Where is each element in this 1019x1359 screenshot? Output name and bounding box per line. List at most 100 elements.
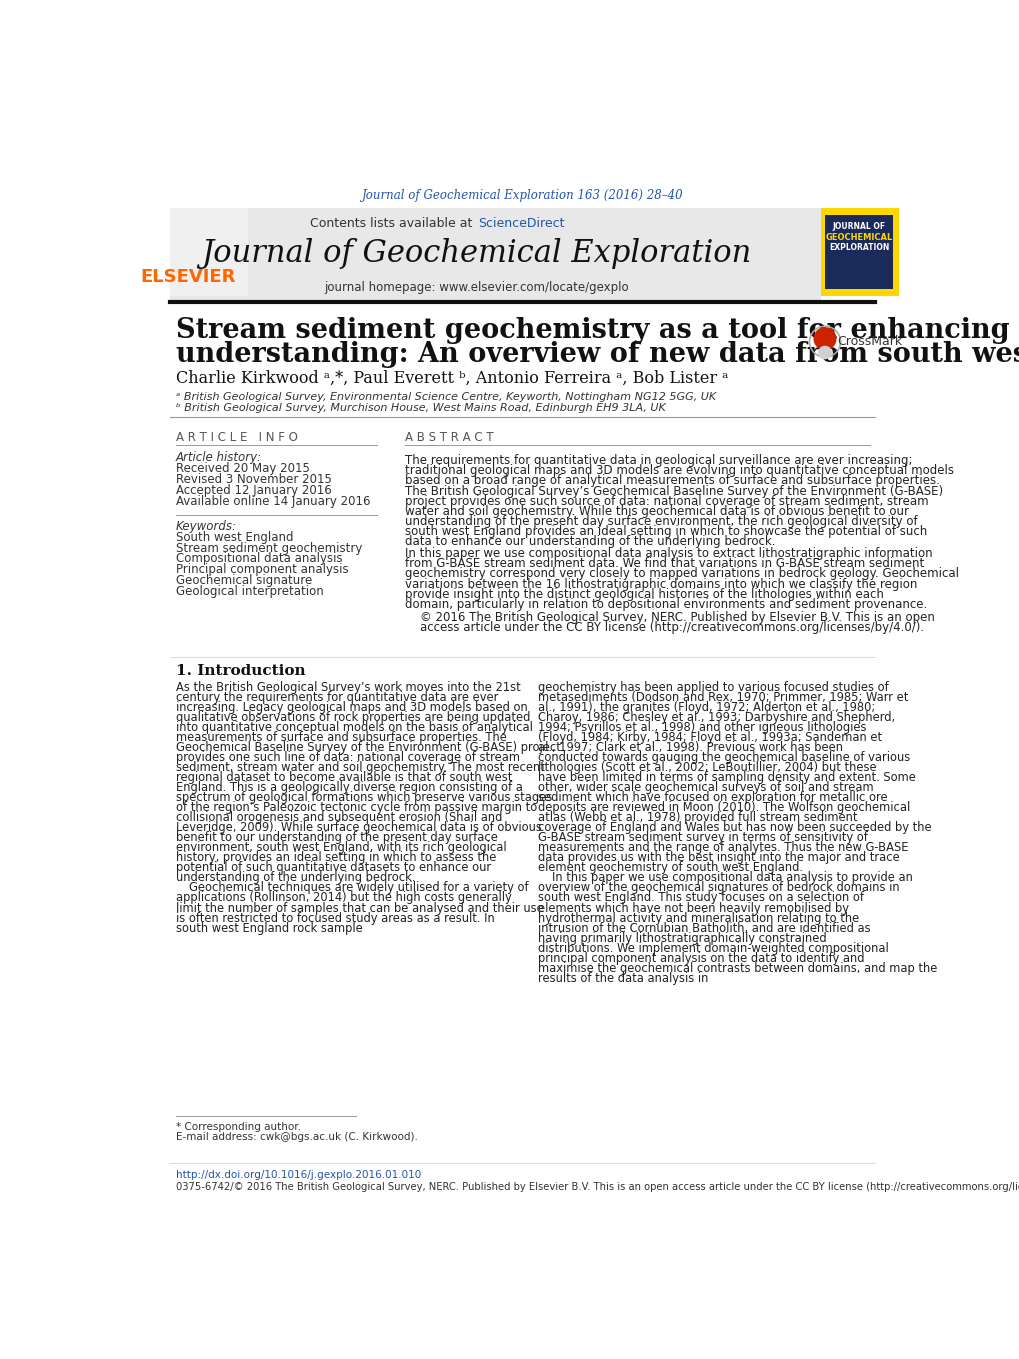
Text: project provides one such source of data: national coverage of stream sediment, : project provides one such source of data… [405,495,927,508]
Text: Revised 3 November 2015: Revised 3 November 2015 [175,473,331,487]
Text: variations between the 16 lithostratigraphic domains into which we classify the : variations between the 16 lithostratigra… [405,578,916,591]
Text: Geochemical Baseline Survey of the Environment (G-BASE) project: Geochemical Baseline Survey of the Envir… [175,741,559,754]
Text: G-BASE stream sediment survey in terms of sensitivity of: G-BASE stream sediment survey in terms o… [538,830,867,844]
Text: Compositional data analysis: Compositional data analysis [175,552,341,565]
Text: measurements and the range of analytes. Thus the new G-BASE: measurements and the range of analytes. … [538,841,908,853]
Text: overview of the geochemical signatures of bedrock domains in: overview of the geochemical signatures o… [538,882,899,894]
Text: Stream sediment geochemistry: Stream sediment geochemistry [175,542,362,554]
Text: A R T I C L E   I N F O: A R T I C L E I N F O [175,431,298,443]
Text: understanding of the present day surface environment, the rich geological divers: understanding of the present day surface… [405,515,917,529]
Text: ELSEVIER: ELSEVIER [141,268,235,285]
Text: Geological interpretation: Geological interpretation [175,584,323,598]
Text: Charoy, 1986; Chesley et al., 1993; Darbyshire and Shepherd,: Charoy, 1986; Chesley et al., 1993; Darb… [538,711,895,723]
Text: qualitative observations of rock properties are being updated: qualitative observations of rock propert… [175,711,530,723]
Text: limit the number of samples that can be analysed and their use: limit the number of samples that can be … [175,901,543,915]
Text: south west England provides an ideal setting in which to showcase the potential : south west England provides an ideal set… [405,526,926,538]
Text: Leveridge, 2009). While surface geochemical data is of obvious: Leveridge, 2009). While surface geochemi… [175,821,541,833]
Text: Journal of Geochemical Exploration: Journal of Geochemical Exploration [201,238,751,269]
Text: regional dataset to become available is that of south west: regional dataset to become available is … [175,771,512,784]
Text: sediment which have focused on exploration for metallic ore: sediment which have focused on explorati… [538,791,887,803]
Text: Keywords:: Keywords: [175,520,236,533]
Text: Contents lists available at: Contents lists available at [310,216,476,230]
Text: south west England. This study focuses on a selection of: south west England. This study focuses o… [538,892,863,905]
Text: GEOCHEMICAL: GEOCHEMICAL [824,232,892,242]
Text: element geochemistry of south west England.: element geochemistry of south west Engla… [538,860,803,874]
Text: into quantitative conceptual models on the basis of analytical: into quantitative conceptual models on t… [175,720,532,734]
Text: journal homepage: www.elsevier.com/locate/gexplo: journal homepage: www.elsevier.com/locat… [324,281,628,295]
Text: understanding of the underlying bedrock.: understanding of the underlying bedrock. [175,871,415,883]
Text: environment, south west England, with its rich geological: environment, south west England, with it… [175,841,505,853]
Text: Journal of Geochemical Exploration 163 (2016) 28–40: Journal of Geochemical Exploration 163 (… [362,189,683,202]
Text: The British Geological Survey’s Geochemical Baseline Survey of the Environment (: The British Geological Survey’s Geochemi… [405,485,943,497]
Text: data to enhance our understanding of the underlying bedrock.: data to enhance our understanding of the… [405,535,774,549]
Text: coverage of England and Wales but has now been succeeded by the: coverage of England and Wales but has no… [538,821,931,833]
Text: JOURNAL OF: JOURNAL OF [832,222,884,231]
Text: distributions. We implement domain-weighted compositional: distributions. We implement domain-weigh… [538,942,889,954]
Circle shape [818,347,830,359]
Text: applications (Rollinson, 2014) but the high costs generally: applications (Rollinson, 2014) but the h… [175,892,511,905]
Text: is often restricted to focused study areas as a result. In: is often restricted to focused study are… [175,912,494,924]
Text: Charlie Kirkwood ᵃ,*, Paul Everett ᵇ, Antonio Ferreira ᵃ, Bob Lister ᵃ: Charlie Kirkwood ᵃ,*, Paul Everett ᵇ, An… [175,370,728,387]
Text: conducted towards gauging the geochemical baseline of various: conducted towards gauging the geochemica… [538,750,910,764]
Text: have been limited in terms of sampling density and extent. Some: have been limited in terms of sampling d… [538,771,915,784]
Text: collisional orogenesis and subsequent erosion (Shail and: collisional orogenesis and subsequent er… [175,811,501,824]
Text: intrusion of the Cornubian Batholith, and are identified as: intrusion of the Cornubian Batholith, an… [538,921,870,935]
Text: Accepted 12 January 2016: Accepted 12 January 2016 [175,484,331,497]
Text: water and soil geochemistry. While this geochemical data is of obvious benefit t: water and soil geochemistry. While this … [405,506,908,518]
Text: (Floyd, 1984; Kirby, 1984; Floyd et al., 1993a; Sandeman et: (Floyd, 1984; Kirby, 1984; Floyd et al.,… [538,731,881,743]
Bar [824,216,893,288]
Text: provides one such line of data: national coverage of stream: provides one such line of data: national… [175,750,519,764]
Text: 0375-6742/© 2016 The British Geological Survey, NERC. Published by Elsevier B.V.: 0375-6742/© 2016 The British Geological … [175,1182,1019,1192]
Text: atlas (Webb et al., 1978) provided full stream sediment: atlas (Webb et al., 1978) provided full … [538,811,857,824]
Text: from G-BASE stream sediment data. We find that variations in G-BASE stream sedim: from G-BASE stream sediment data. We fin… [405,557,923,571]
Text: access article under the CC BY license (http://creativecommons.org/licenses/by/4: access article under the CC BY license (… [420,621,923,635]
Text: domain, particularly in relation to depositional environments and sediment prove: domain, particularly in relation to depo… [405,598,926,612]
Text: © 2016 The British Geological Survey, NERC. Published by Elsevier B.V. This is a: © 2016 The British Geological Survey, NE… [420,612,934,624]
Text: Stream sediment geochemistry as a tool for enhancing geological: Stream sediment geochemistry as a tool f… [175,318,1019,344]
Text: http://dx.doi.org/10.1016/j.gexplo.2016.01.010: http://dx.doi.org/10.1016/j.gexplo.2016.… [175,1170,421,1180]
Text: measurements of surface and subsurface properties. The: measurements of surface and subsurface p… [175,731,505,743]
Text: results of the data analysis in: results of the data analysis in [538,972,708,984]
Text: As the British Geological Survey’s work moves into the 21st: As the British Geological Survey’s work … [175,681,520,693]
Text: Geochemical techniques are widely utilised for a variety of: Geochemical techniques are widely utilis… [190,882,529,894]
Text: al., 1991), the granites (Floyd, 1972; Alderton et al., 1980;: al., 1991), the granites (Floyd, 1972; A… [538,700,874,713]
Text: south west England rock sample: south west England rock sample [175,921,362,935]
Text: of the region’s Paleozoic tectonic cycle from passive margin to: of the region’s Paleozoic tectonic cycle… [175,800,536,814]
Text: E-mail address: cwk@bgs.ac.uk (C. Kirkwood).: E-mail address: cwk@bgs.ac.uk (C. Kirkwo… [175,1132,417,1142]
Text: history, provides an ideal setting in which to assess the: history, provides an ideal setting in wh… [175,851,495,864]
Text: England. This is a geologically diverse region consisting of a: England. This is a geologically diverse … [175,780,522,794]
Text: Article history:: Article history: [175,451,262,465]
Text: al., 1997; Clark et al., 1998). Previous work has been: al., 1997; Clark et al., 1998). Previous… [538,741,843,754]
Text: data provides us with the best insight into the major and trace: data provides us with the best insight i… [538,851,899,864]
Text: sediment, stream water and soil geochemistry. The most recent: sediment, stream water and soil geochemi… [175,761,544,773]
Text: spectrum of geological formations which preserve various stages: spectrum of geological formations which … [175,791,551,803]
Text: having primarily lithostratigraphically constrained: having primarily lithostratigraphically … [538,931,826,945]
Text: increasing. Legacy geological maps and 3D models based on: increasing. Legacy geological maps and 3… [175,700,527,713]
Text: provide insight into the distinct geological histories of the lithologies within: provide insight into the distinct geolog… [405,588,882,601]
Text: deposits are reviewed in Moon (2010). The Wolfson geochemical: deposits are reviewed in Moon (2010). Th… [538,800,910,814]
Text: other, wider scale geochemical surveys of soil and stream: other, wider scale geochemical surveys o… [538,780,873,794]
Text: geochemistry correspond very closely to mapped variations in bedrock geology. Ge: geochemistry correspond very closely to … [405,568,958,580]
Text: understanding: An overview of new data from south west England: understanding: An overview of new data f… [175,341,1019,367]
Text: ScienceDirect: ScienceDirect [477,216,564,230]
Text: Principal component analysis: Principal component analysis [175,563,347,576]
Text: ᵇ British Geological Survey, Murchison House, West Mains Road, Edinburgh EH9 3LA: ᵇ British Geological Survey, Murchison H… [175,402,664,413]
Bar [170,208,248,296]
Text: traditional geological maps and 3D models are evolving into quantitative concept: traditional geological maps and 3D model… [405,465,953,477]
Text: South west England: South west England [175,531,292,544]
Text: based on a broad range of analytical measurements of surface and subsurface prop: based on a broad range of analytical mea… [405,474,938,488]
Text: metasediments (Dodson and Rex, 1970; Primmer, 1985; Warr et: metasediments (Dodson and Rex, 1970; Pri… [538,690,908,704]
Bar [820,208,898,296]
Text: maximise the geochemical contrasts between domains, and map the: maximise the geochemical contrasts betwe… [538,962,936,974]
Text: Geochemical signature: Geochemical signature [175,573,312,587]
Text: * Corresponding author.: * Corresponding author. [175,1121,301,1132]
Text: ᵃ British Geological Survey, Environmental Science Centre, Keyworth, Nottingham : ᵃ British Geological Survey, Environment… [175,393,715,402]
Text: Received 20 May 2015: Received 20 May 2015 [175,462,309,476]
Text: The requirements for quantitative data in geological surveillance are ever incre: The requirements for quantitative data i… [405,454,912,467]
Text: century the requirements for quantitative data are ever: century the requirements for quantitativ… [175,690,497,704]
Text: Available online 14 January 2016: Available online 14 January 2016 [175,495,370,508]
Text: benefit to our understanding of the present day surface: benefit to our understanding of the pres… [175,830,497,844]
Text: CrossMark: CrossMark [837,336,902,348]
Text: In this paper we use compositional data analysis to provide an: In this paper we use compositional data … [551,871,912,885]
Text: potential of such quantitative datasets to enhance our: potential of such quantitative datasets … [175,860,490,874]
